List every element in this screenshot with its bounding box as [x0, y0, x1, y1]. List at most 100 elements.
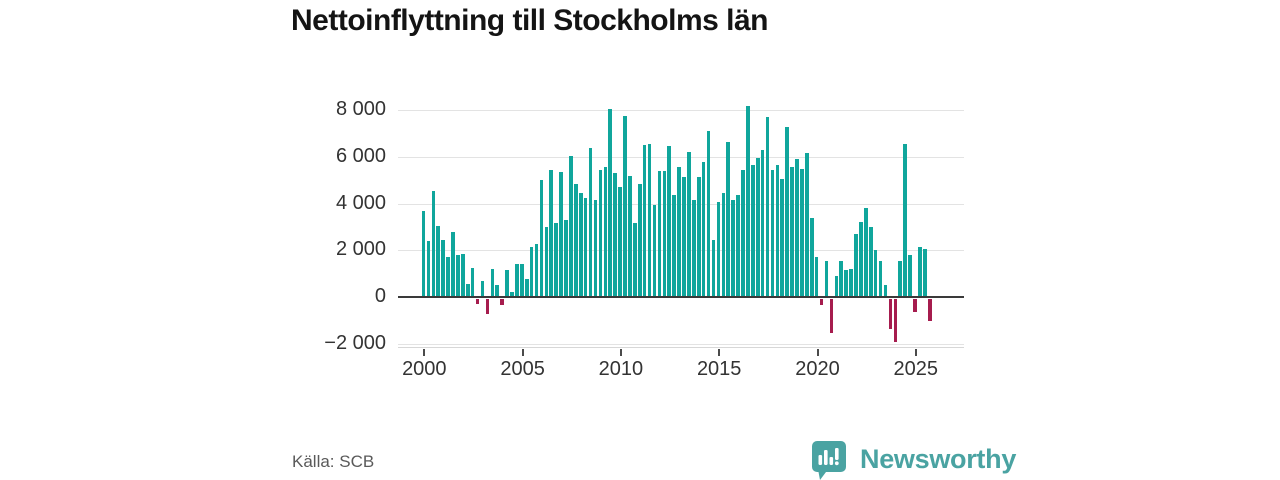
bar-quarter	[770, 169, 775, 297]
bar-quarter	[814, 257, 819, 297]
bar-quarter	[564, 219, 568, 297]
bar-quarter	[578, 193, 583, 297]
y-axis-tick-label: 0	[374, 285, 386, 307]
bar-quarter	[652, 204, 657, 297]
x-axis-baseline	[398, 347, 964, 348]
bar-quarter	[805, 153, 809, 297]
bar-quarter	[824, 260, 829, 297]
bar-quarter	[785, 126, 789, 297]
bar-quarter	[495, 285, 500, 297]
bar-quarter	[790, 167, 794, 297]
bar-quarter	[441, 239, 445, 297]
bar-quarter	[809, 217, 814, 297]
brand-name: Newsworthy	[860, 444, 1017, 474]
bar-quarter	[854, 233, 858, 297]
x-axis-tick-label: 2015	[696, 358, 742, 380]
bar-quarter	[800, 168, 804, 297]
bar-quarter	[569, 155, 573, 297]
bar-quarter	[746, 105, 750, 297]
bar-quarter	[618, 187, 622, 297]
bar-quarter	[859, 222, 863, 297]
x-axis-tick-label: 2000	[402, 358, 447, 380]
bar-quarter	[834, 275, 839, 297]
bar-quarter	[642, 145, 647, 297]
bar-quarter	[583, 197, 588, 297]
bar-quarter	[421, 210, 426, 297]
bar-quarter	[544, 226, 549, 297]
bar-quarter	[520, 264, 524, 297]
x-axis-tick	[718, 349, 721, 356]
bar-quarter	[923, 249, 927, 297]
x-axis-tick-label: 2005	[500, 358, 545, 380]
bar-quarter	[795, 159, 799, 297]
bar-quarter	[451, 232, 455, 297]
bar-quarter	[623, 116, 627, 297]
bar-quarter	[637, 183, 642, 297]
bar-quarter	[426, 240, 431, 297]
bar-quarter	[898, 260, 903, 297]
bar-quarter	[687, 152, 691, 297]
x-axis-tick	[816, 349, 819, 356]
bar-quarter	[485, 299, 490, 315]
bar-quarter	[873, 250, 878, 297]
bar-quarter	[903, 144, 907, 297]
y-gridline	[398, 156, 964, 158]
x-axis-tick	[423, 349, 426, 356]
bar-quarter	[706, 131, 711, 297]
bar-quarter	[893, 299, 898, 343]
bar-quarter	[829, 299, 834, 333]
bar-quarter	[647, 144, 652, 297]
bar-quarter	[878, 260, 883, 297]
bar-quarter	[475, 299, 480, 304]
bar-quarter	[721, 193, 726, 297]
bar-quarter	[755, 158, 760, 297]
bar-quarter	[692, 200, 696, 297]
bar-quarter	[524, 279, 529, 297]
bar-quarter	[864, 208, 868, 297]
bar-quarter	[539, 180, 544, 297]
bar-quarter	[633, 223, 637, 297]
y-gridline	[398, 343, 964, 345]
bar-quarter	[883, 285, 888, 297]
y-axis-tick-label: 4 000	[335, 191, 386, 214]
bar-quarter	[456, 255, 460, 297]
bar-quarter	[780, 179, 785, 297]
y-axis-tick-label: 8 000	[335, 98, 386, 121]
bar-quarter	[736, 195, 740, 297]
bar-quarter	[465, 284, 470, 297]
y-axis-tick-label: 6 000	[335, 144, 386, 167]
bar-quarter	[716, 202, 721, 297]
bar-quarter	[628, 175, 632, 297]
bar-quarter	[731, 200, 735, 297]
bar-quarter	[751, 165, 755, 297]
bar-quarter	[913, 299, 917, 312]
bar-quarter	[775, 165, 780, 297]
bar-quarter	[574, 183, 578, 297]
bar-quarter	[844, 270, 848, 297]
bar-quarter	[819, 299, 824, 305]
x-axis-tick	[521, 349, 524, 356]
bar-quarter	[868, 226, 873, 297]
bar-quarter	[657, 170, 662, 297]
bar-quarter	[741, 169, 745, 297]
bar-quarter	[559, 172, 563, 297]
bar-quarter	[554, 223, 558, 297]
x-axis-tick	[619, 349, 622, 356]
bar-quarter	[431, 190, 436, 297]
x-axis-tick-label: 2025	[893, 358, 939, 380]
source-note: Källa: SCB	[292, 452, 375, 471]
bar-quarter	[927, 299, 932, 322]
bar-quarter	[918, 246, 922, 297]
bar-quarter	[510, 292, 514, 297]
bar-quarter	[603, 167, 608, 297]
bar-quarter	[908, 254, 912, 297]
bar-quarter	[461, 253, 465, 297]
bar-quarter	[696, 176, 701, 297]
newsworthy-logo-icon	[812, 441, 846, 480]
bar-quarter	[667, 146, 672, 297]
bar-quarter	[682, 176, 686, 297]
y-gridline	[398, 250, 964, 252]
y-gridline	[398, 203, 964, 205]
bar-quarter	[672, 195, 676, 297]
bar-quarter	[662, 170, 667, 297]
